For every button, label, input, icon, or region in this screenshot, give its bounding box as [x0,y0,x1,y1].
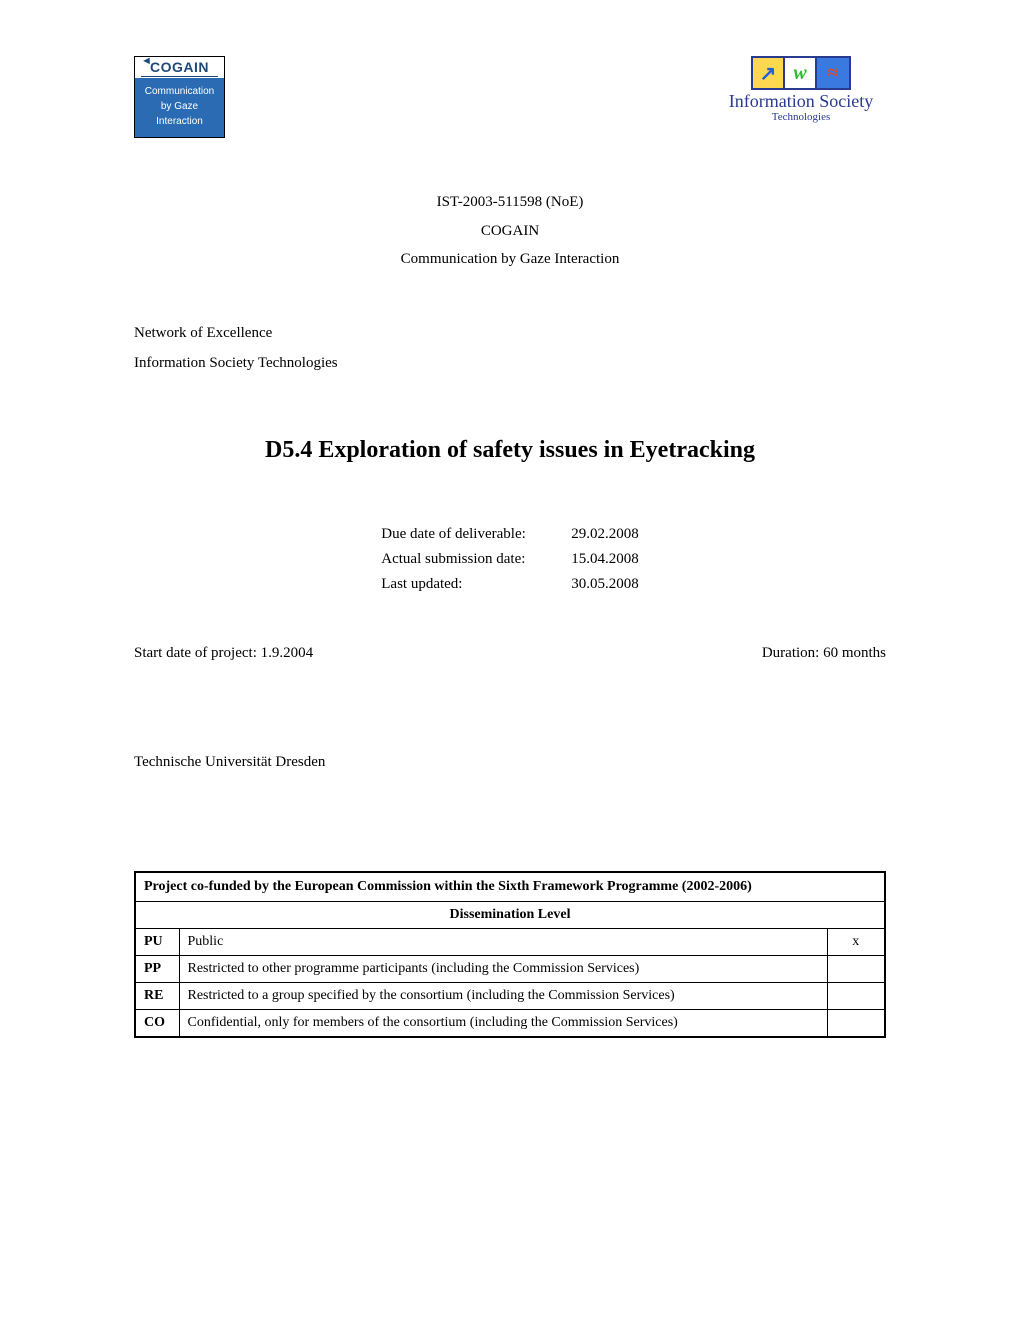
project-header-block: IST-2003-511598 (NoE) COGAIN Communicati… [134,188,886,274]
document-title: D5.4 Exploration of safety issues in Eye… [134,437,886,464]
dissemination-code: CO [135,1010,179,1038]
dissemination-row-pp: PP Restricted to other programme partici… [135,956,885,983]
context-block: Network of Excellence Information Societ… [134,318,886,380]
context-line-2: Information Society Technologies [134,348,886,379]
dissemination-mark [827,983,885,1010]
dissemination-code: PU [135,929,179,956]
project-dates-row: Start date of project: 1.9.2004 Duration… [134,645,886,662]
cogain-tagline-3: Interaction [139,114,220,129]
dissemination-desc: Public [179,929,827,956]
dissemination-desc: Confidential, only for members of the co… [179,1010,827,1038]
ist-w-icon: w [785,58,817,88]
context-line-1: Network of Excellence [134,318,886,349]
cogain-logo-top: ◄ COGAIN [135,57,224,78]
header-logos-row: ◄ COGAIN Communication by Gaze Interacti… [134,56,886,138]
updated-date-value: 30.05.2008 [571,576,639,593]
cogain-logo-text: COGAIN [150,59,209,75]
updated-date-row: Last updated: 30.05.2008 [381,576,639,593]
ist-wave-icon: ≈ [817,58,849,88]
dissemination-row-co: CO Confidential, only for members of the… [135,1010,885,1038]
dissemination-row-re: RE Restricted to a group specified by th… [135,983,885,1010]
dissemination-table: Project co-funded by the European Commis… [134,871,886,1038]
cogain-tagline-1: Communication [139,84,220,99]
due-date-row: Due date of deliverable: 29.02.2008 [381,526,639,543]
organization: Technische Universität Dresden [134,754,886,771]
cogain-accent-icon: ◄ [141,55,152,67]
ist-logo-boxes: ↗ w ≈ [751,56,851,90]
due-date-label: Due date of deliverable: [381,526,571,543]
submission-date-value: 15.04.2008 [571,551,639,568]
dissemination-row-pu: PU Public x [135,929,885,956]
cogain-logo-underline [141,76,218,77]
dissemination-subheader: Dissemination Level [135,902,885,929]
submission-date-row: Actual submission date: 15.04.2008 [381,551,639,568]
dissemination-code: RE [135,983,179,1010]
dates-block: Due date of deliverable: 29.02.2008 Actu… [381,526,639,593]
dissemination-desc: Restricted to a group specified by the c… [179,983,827,1010]
dissemination-mark [827,956,885,983]
updated-date-label: Last updated: [381,576,571,593]
due-date-value: 29.02.2008 [571,526,639,543]
project-fullname: Communication by Gaze Interaction [134,245,886,274]
ist-subtitle: Technologies [716,111,886,123]
project-acronym: COGAIN [134,217,886,246]
project-code: IST-2003-511598 (NoE) [134,188,886,217]
ist-arrow-icon: ↗ [753,58,785,88]
dissemination-code: PP [135,956,179,983]
dissemination-mark [827,1010,885,1038]
cogain-tagline-2: by Gaze [139,99,220,114]
dissemination-header: Project co-funded by the European Commis… [135,872,885,902]
ist-title: Information Society [716,92,886,111]
dissemination-desc: Restricted to other programme participan… [179,956,827,983]
submission-date-label: Actual submission date: [381,551,571,568]
project-duration: Duration: 60 months [762,645,886,662]
dissemination-mark: x [827,929,885,956]
ist-logo: ↗ w ≈ Information Society Technologies [716,56,886,123]
cogain-logo: ◄ COGAIN Communication by Gaze Interacti… [134,56,225,138]
cogain-logo-bottom: Communication by Gaze Interaction [135,78,224,137]
project-start-date: Start date of project: 1.9.2004 [134,645,313,662]
